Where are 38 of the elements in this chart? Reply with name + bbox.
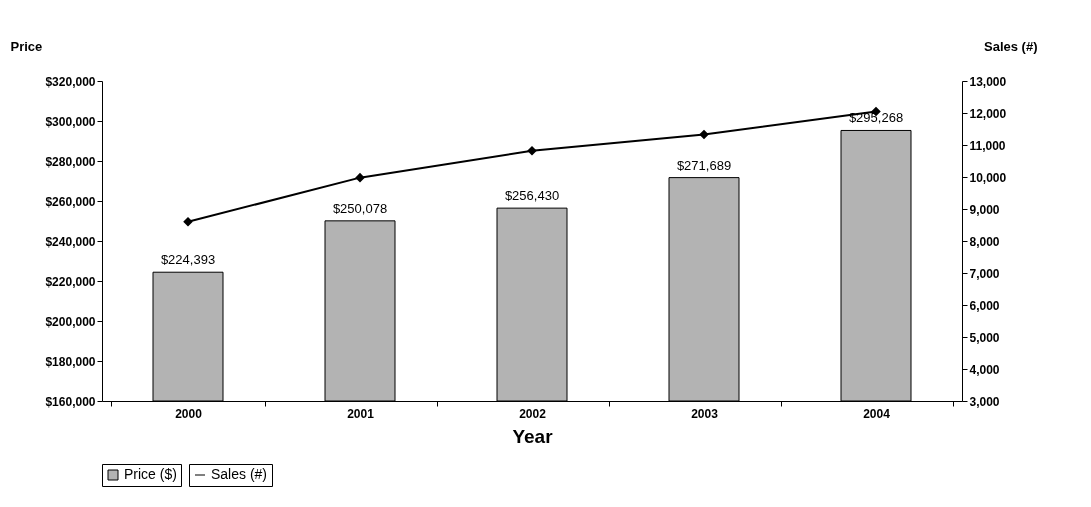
y-tick-label: $160,000 (45, 394, 96, 409)
data-label: $271,689 (676, 157, 732, 173)
y2-tick-label: 3,000 (969, 394, 1000, 409)
data-label: $250,078 (332, 200, 388, 216)
point (699, 130, 709, 139)
point (183, 217, 193, 227)
y2-tick-label: 6,000 (969, 298, 1000, 313)
y-tick-label: $220,000 (45, 274, 96, 289)
x-tick-label: 2003 (691, 406, 719, 421)
y2-tick-label: 11,000 (969, 138, 1006, 153)
y2-tick-label: 7,000 (969, 266, 1000, 281)
y-tick-label: $260,000 (45, 194, 96, 209)
x-tick-label: 2002 (519, 406, 547, 421)
y-tick-label: $180,000 (45, 354, 96, 369)
y2-tick-label: 4,000 (969, 362, 1000, 377)
data-label: $256,430 (504, 188, 560, 204)
y-tick-label: $240,000 (45, 234, 96, 249)
x-tick-label: 2001 (347, 406, 375, 421)
y2-tick-label: 10,000 (969, 170, 1007, 185)
y2-tick-label: 8,000 (969, 234, 1000, 249)
point (527, 146, 537, 156)
y-axis-title: Price (10, 38, 43, 54)
legend-label: Sales (#) (211, 466, 268, 482)
x-tick-label: 2004 (863, 406, 891, 421)
y2-tick-label: 12,000 (969, 106, 1007, 121)
y2-tick-label: 9,000 (969, 202, 1000, 217)
y-tick-label: $320,000 (45, 74, 96, 89)
y2-tick-label: 13,000 (969, 74, 1007, 89)
y-tick-label: $300,000 (45, 114, 96, 129)
x-axis-title: Year (512, 425, 554, 447)
data-label: $224,393 (160, 252, 216, 268)
y2-axis-title: Sales (#) (984, 38, 1038, 54)
point (355, 173, 365, 182)
y-tick-label: $200,000 (45, 314, 96, 329)
y2-tick-label: 5,000 (969, 330, 1000, 345)
y-tick-label: $280,000 (45, 154, 96, 169)
x-tick-label: 2000 (175, 406, 203, 421)
legend-label: Price ($) (124, 466, 177, 482)
